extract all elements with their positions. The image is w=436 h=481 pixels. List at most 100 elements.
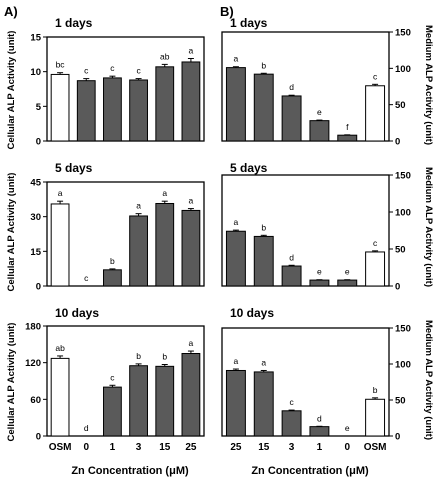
- y-tick-label: 100: [395, 64, 411, 75]
- plot-frame: [221, 31, 390, 142]
- left-y-axis-label-bottom: Cellular ALP Activity (unit): [6, 323, 17, 442]
- significance-letter: e: [345, 423, 350, 433]
- plot-frame: [46, 36, 205, 142]
- y-tick-label: 120: [25, 358, 41, 369]
- y-tick-label: 50: [395, 100, 406, 111]
- bar: [103, 386, 122, 437]
- significance-letter: a: [234, 356, 239, 366]
- significance-letter: a: [234, 54, 239, 64]
- significance-letter: ab: [160, 51, 170, 61]
- bar: [309, 120, 330, 142]
- y-tick-label: 0: [395, 282, 400, 293]
- chart-panel-a-1: 1 days 0 5 10 15 bc c c c ab a: [30, 16, 205, 148]
- significance-letter: d: [289, 252, 294, 262]
- x-axis-label-left: Zn Concentration (μM): [71, 465, 189, 477]
- y-tick-label: 15: [30, 247, 41, 258]
- category-label: 1: [110, 442, 116, 453]
- significance-letter: b: [261, 222, 266, 232]
- bar: [50, 357, 70, 437]
- category-label: 15: [159, 442, 171, 453]
- y-tick-label: 30: [30, 212, 41, 223]
- bar: [225, 230, 246, 287]
- significance-letter: d: [317, 413, 322, 423]
- bar: [155, 66, 175, 142]
- significance-letter: c: [110, 63, 115, 73]
- y-tick-label: 100: [395, 360, 411, 371]
- category-label: 3: [136, 442, 142, 453]
- significance-letter: c: [289, 397, 294, 407]
- y-tick-label: 0: [395, 137, 400, 148]
- plot-frame: [46, 325, 205, 437]
- plot-frame: [221, 174, 390, 287]
- bar: [309, 426, 330, 437]
- bar: [253, 73, 274, 142]
- category-label: 0: [344, 442, 350, 453]
- significance-letter: c: [373, 71, 378, 81]
- significance-letter: b: [110, 256, 115, 266]
- y-tick-label: 45: [30, 178, 41, 189]
- significance-letter: bc: [56, 60, 66, 70]
- significance-letter: e: [317, 267, 322, 277]
- y-tick-label: 60: [30, 395, 41, 406]
- significance-letter: b: [261, 60, 266, 70]
- significance-letter: a: [189, 338, 194, 348]
- category-label: 25: [185, 442, 197, 453]
- chart-title: 1 days: [230, 16, 268, 30]
- significance-letter: c: [373, 238, 378, 248]
- significance-letter: d: [84, 423, 89, 433]
- significance-letter: e: [317, 107, 322, 117]
- category-label: 1: [317, 442, 323, 453]
- bar: [129, 79, 148, 142]
- significance-letter: c: [84, 66, 89, 76]
- category-label: 15: [258, 442, 270, 453]
- y-tick-label: 0: [36, 137, 41, 148]
- chart-panel-b-3: 10 days 0 50 100 150 a 25 a 15 c 3 d 1 e 0 b OSM: [221, 306, 411, 453]
- bar: [181, 61, 201, 142]
- bar: [253, 371, 274, 437]
- bar: [225, 67, 246, 142]
- panel-letter-a: A): [4, 4, 18, 19]
- significance-letter: b: [162, 352, 167, 362]
- x-axis-label-right: Zn Concentration (μM): [251, 465, 369, 477]
- y-tick-label: 15: [30, 33, 41, 44]
- bar: [76, 80, 96, 142]
- bar: [50, 73, 70, 142]
- plot-frame: [221, 327, 390, 437]
- y-tick-label: 0: [36, 432, 41, 443]
- chart-panel-b-1: 1 days 0 50 100 150 a b d e f c: [221, 16, 411, 148]
- bar: [129, 365, 148, 437]
- bar: [181, 353, 201, 437]
- panel-letter-b: B): [220, 4, 234, 19]
- bar: [50, 203, 70, 287]
- chart-panel-b-2: 5 days 0 50 100 150 a b d e e c: [221, 161, 411, 293]
- significance-letter: ab: [55, 343, 65, 353]
- significance-letter: d: [289, 82, 294, 92]
- bar: [281, 265, 302, 287]
- right-y-axis-label-middle: Medium ALP Activity (unit): [423, 167, 434, 287]
- left-y-axis-label-middle: Cellular ALP Activity (unit): [6, 173, 17, 292]
- bar: [225, 369, 246, 437]
- right-y-axis-label-bottom: Medium ALP Activity (unit): [423, 320, 434, 440]
- bar: [155, 365, 175, 437]
- right-y-axis-label-top: Medium ALP Activity (unit): [423, 25, 434, 145]
- category-label: 0: [83, 442, 89, 453]
- y-tick-label: 50: [395, 396, 406, 407]
- bar: [281, 410, 302, 437]
- significance-letter: c: [84, 273, 89, 283]
- bar: [309, 279, 330, 287]
- bar: [103, 77, 122, 142]
- significance-letter: c: [110, 372, 115, 382]
- category-label: OSM: [49, 442, 72, 453]
- bar: [181, 209, 201, 287]
- bar: [365, 398, 386, 437]
- significance-letter: c: [136, 66, 141, 76]
- significance-letter: a: [234, 217, 239, 227]
- significance-letter: a: [58, 188, 63, 198]
- bar: [155, 202, 175, 287]
- y-tick-label: 150: [395, 171, 411, 182]
- y-tick-label: 5: [36, 102, 42, 113]
- chart-title: 10 days: [55, 306, 99, 320]
- chart-title: 5 days: [230, 161, 268, 175]
